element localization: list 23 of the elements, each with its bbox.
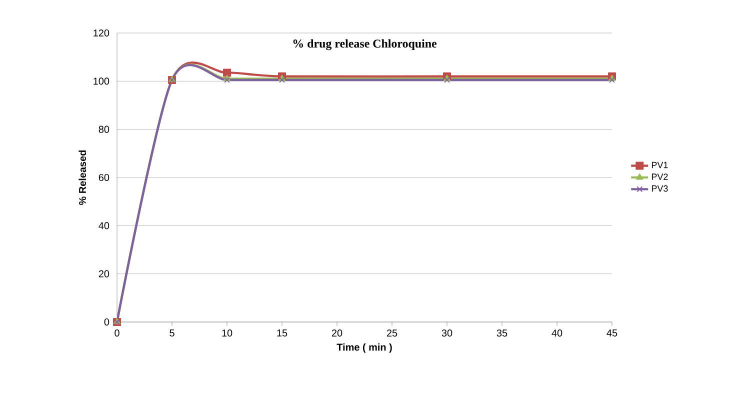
x-axis-title: Time ( min ) [336, 343, 392, 353]
x-tick-label: 30 [442, 330, 452, 337]
y-tick-label: 20 [98, 270, 110, 278]
y-tick-label: 100 [94, 78, 110, 85]
legend-label: PV1 [652, 162, 668, 168]
y-tick-label: 60 [98, 174, 110, 182]
x-tick-label: 5 [170, 330, 174, 336]
x-tick-label: 45 [606, 330, 618, 336]
x-tick-label: 15 [277, 330, 288, 336]
chart-title: % drug release Chloroquine [293, 39, 437, 50]
x-tick-label: 20 [332, 330, 342, 337]
x-tick-label: 0 [114, 330, 120, 337]
x-tick-label: 25 [386, 330, 398, 337]
y-tick-label: 0 [104, 318, 110, 326]
y-tick-label: 80 [98, 126, 110, 133]
legend-label: PV2 [652, 174, 668, 180]
x-tick-label: 35 [496, 330, 508, 337]
y-tick-label: 40 [98, 222, 110, 230]
x-tick-label: 40 [552, 330, 562, 337]
y-axis-title: % Released [78, 150, 86, 205]
x-tick-label: 10 [222, 330, 232, 337]
legend-label: PV3 [652, 185, 668, 192]
y-tick-label: 120 [94, 29, 110, 37]
